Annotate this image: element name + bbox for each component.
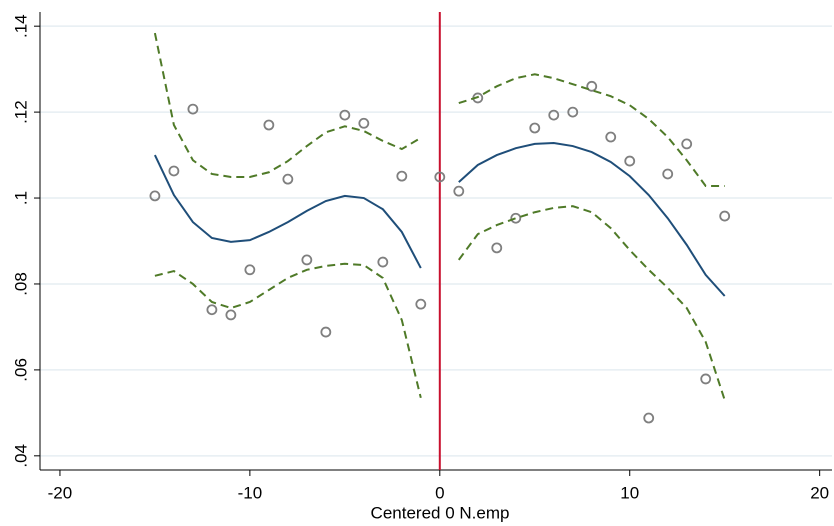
fit-line xyxy=(458,142,726,297)
data-point xyxy=(719,210,731,222)
x-tick-label: 20 xyxy=(810,483,829,502)
data-point xyxy=(339,109,351,121)
data-point xyxy=(187,103,199,115)
x-axis-label: Centered 0 N.emp xyxy=(371,503,510,522)
data-point xyxy=(358,117,370,129)
data-point xyxy=(529,122,541,134)
x-tick-label: 10 xyxy=(620,483,639,502)
data-point xyxy=(168,165,180,177)
data-point xyxy=(377,256,389,268)
data-point xyxy=(434,171,446,183)
ci-line xyxy=(457,205,726,401)
data-point xyxy=(586,80,598,92)
data-point xyxy=(263,119,275,131)
ci-line xyxy=(154,262,422,399)
data-point xyxy=(662,168,674,180)
y-tick-label: .1 xyxy=(11,191,30,205)
data-point xyxy=(149,190,161,202)
data-point xyxy=(605,131,617,143)
y-tick-label: .06 xyxy=(11,358,30,382)
y-tick-label: .14 xyxy=(11,14,30,38)
data-point xyxy=(301,254,313,266)
y-tick-label: .08 xyxy=(11,272,30,296)
data-point xyxy=(320,326,332,338)
data-point xyxy=(624,155,636,167)
ci-line xyxy=(458,73,725,188)
data-point xyxy=(681,138,693,150)
data-point xyxy=(567,106,579,118)
x-tick-label: -20 xyxy=(48,483,73,502)
data-point xyxy=(453,185,465,197)
data-point xyxy=(643,412,655,424)
data-point xyxy=(206,304,218,316)
data-point xyxy=(510,212,522,224)
data-point xyxy=(225,309,237,321)
fit-line xyxy=(154,154,422,269)
x-tick-label: 0 xyxy=(435,483,444,502)
ci-line xyxy=(153,32,422,178)
y-tick-label: .12 xyxy=(11,100,30,124)
data-point xyxy=(491,242,503,254)
data-point xyxy=(244,264,256,276)
data-point xyxy=(548,109,560,121)
data-point xyxy=(396,170,408,182)
y-tick-label: .04 xyxy=(11,444,30,468)
data-point xyxy=(700,373,712,385)
x-tick-label: -10 xyxy=(238,483,263,502)
data-point xyxy=(415,298,427,310)
data-point xyxy=(282,173,294,185)
